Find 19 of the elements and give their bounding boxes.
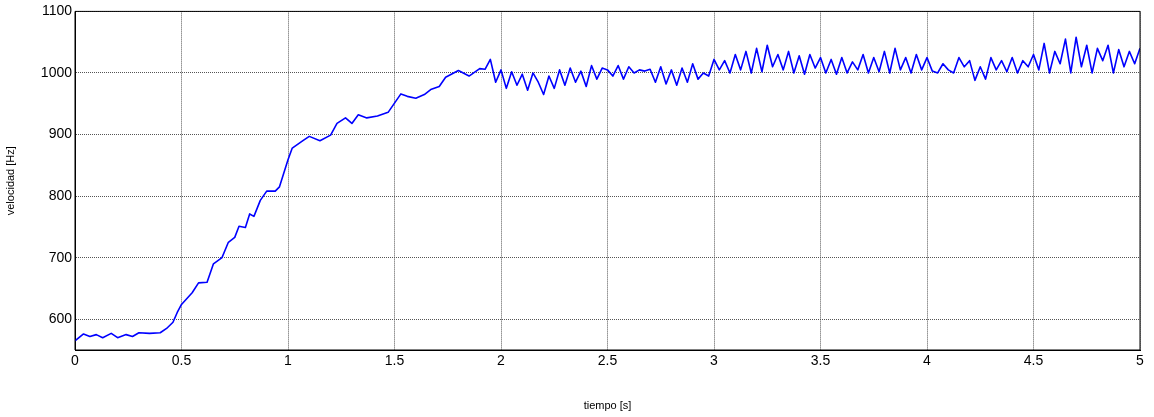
x-tick-label: 4 bbox=[923, 352, 932, 369]
x-axis-title: tiempo [s] bbox=[583, 399, 632, 412]
x-tick-label: 5 bbox=[1136, 352, 1145, 369]
x-tick-label: 2 bbox=[497, 352, 506, 369]
x-tick-label: 3.5 bbox=[810, 352, 831, 369]
x-tick-label: 2.5 bbox=[597, 352, 618, 369]
y-tick-label: 1000 bbox=[40, 63, 73, 80]
x-tick-label: 3 bbox=[710, 352, 719, 369]
y-tick-label: 1100 bbox=[41, 2, 73, 19]
x-tick-label: 1.5 bbox=[384, 352, 405, 369]
y-tick-label: 800 bbox=[48, 186, 73, 203]
y-tick-label: 700 bbox=[48, 248, 73, 265]
x-tick-label: 0 bbox=[71, 352, 80, 369]
x-tick-label: 1 bbox=[284, 352, 293, 369]
y-axis-title: velocidad [Hz] bbox=[3, 146, 16, 216]
x-tick-label: 0.5 bbox=[171, 352, 192, 369]
y-tick-label: 900 bbox=[48, 125, 73, 142]
x-tick-label: 4.5 bbox=[1023, 352, 1044, 369]
y-tick-label: 600 bbox=[48, 310, 73, 327]
